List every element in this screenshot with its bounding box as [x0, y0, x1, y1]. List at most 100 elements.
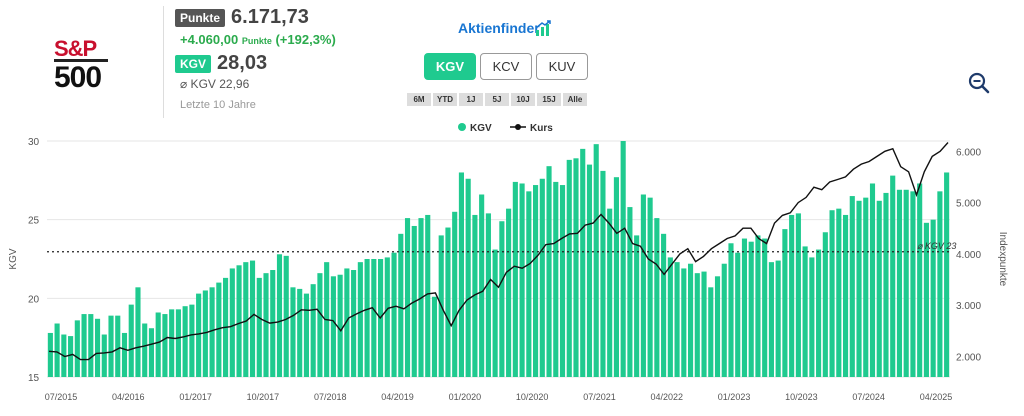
kgv-bar — [802, 246, 808, 377]
kgv-bar — [485, 213, 491, 377]
kgv-bar — [714, 276, 721, 377]
legend-kgv-label: KGV — [470, 123, 492, 134]
kgv-bar — [863, 197, 869, 377]
kgv-bar — [236, 265, 242, 377]
range-alle[interactable]: Alle — [563, 93, 587, 106]
kgv-bar — [667, 257, 673, 377]
kgv-bar — [263, 273, 269, 377]
kgv-bar — [613, 177, 619, 377]
x-tick-label: 07/2018 — [314, 392, 347, 402]
kgv-bar — [634, 235, 640, 377]
kgv-bar — [283, 255, 289, 377]
kgv-bar — [162, 314, 168, 377]
x-tick-label: 07/2015 — [45, 392, 78, 402]
price-info: Punkte 6.171,73 — [175, 6, 309, 29]
kgv-bar — [701, 271, 707, 377]
kgv-bar — [607, 208, 613, 377]
y-tick-left: 20 — [28, 294, 40, 305]
kgv-bar — [391, 252, 397, 377]
kgv-bar — [452, 211, 458, 377]
kgv-bar — [492, 249, 498, 377]
logo-divider — [54, 59, 108, 62]
kgv-bar — [54, 323, 60, 377]
kgv-bar — [728, 243, 734, 377]
kgv-bar — [135, 287, 141, 377]
kgv-bar — [330, 276, 336, 377]
kgv-bar — [216, 282, 222, 377]
legend-kgv-marker — [458, 123, 466, 131]
kgv-bar — [775, 260, 781, 377]
kgv-bar — [202, 290, 208, 377]
kgv-bar — [256, 277, 262, 377]
kgv-bar — [94, 318, 101, 377]
y-tick-right: 2.000 — [956, 352, 981, 363]
kgv-bar — [937, 191, 943, 377]
kgv-bar — [249, 260, 256, 377]
kgv-bar — [351, 270, 357, 377]
x-tick-label: 04/2025 — [920, 392, 953, 402]
kgv-bar — [189, 304, 195, 377]
kgv-bar — [586, 164, 593, 377]
kgv-bar — [822, 232, 828, 377]
kgv-bar — [640, 194, 646, 377]
kgv-bar — [694, 273, 700, 377]
kgv-bar — [209, 287, 215, 377]
kgv-bar — [566, 159, 572, 377]
kgv-bar — [229, 268, 235, 377]
range-5j[interactable]: 5J — [485, 93, 509, 106]
kgv-bar — [357, 262, 363, 377]
kgv-bar — [344, 268, 350, 377]
x-tick-label: 01/2017 — [179, 392, 212, 402]
kgv-bar — [155, 312, 161, 377]
kgv-bar — [371, 259, 377, 377]
kgv-bar — [856, 200, 862, 377]
kgv-bar — [721, 263, 727, 377]
range-10j[interactable]: 10J — [511, 93, 535, 106]
x-tick-label: 07/2021 — [583, 392, 616, 402]
change-unit: Punkte — [241, 36, 272, 46]
kgv-bar — [398, 233, 404, 377]
tab-kuv[interactable]: KUV — [536, 53, 588, 80]
kgv-bar — [297, 288, 303, 377]
header-divider — [163, 6, 164, 118]
avg-kgv-text: ⌀ KGV 22,96 — [180, 77, 250, 91]
kgv-bar — [317, 273, 323, 377]
kgv-bar — [88, 314, 94, 377]
range-ytd[interactable]: YTD — [433, 93, 457, 106]
kgv-bar — [748, 241, 754, 377]
kgv-bar — [681, 268, 687, 377]
brand-name[interactable]: Aktienfinder — [458, 20, 540, 36]
x-tick-label: 10/2020 — [516, 392, 549, 402]
kgv-bar — [809, 257, 815, 377]
y-tick-right: 4.000 — [956, 250, 981, 261]
zoom-out-icon[interactable] — [968, 72, 990, 94]
y-axis-label-left: KGV — [8, 248, 19, 269]
change-abs: +4.060,00 — [180, 32, 239, 47]
kgv-bar — [627, 207, 633, 377]
range-1j[interactable]: 1J — [459, 93, 483, 106]
kgv-bar — [512, 181, 518, 377]
kgv-tag: KGV — [175, 54, 212, 73]
kgv-bar — [917, 183, 923, 377]
kgv-bar — [290, 287, 296, 377]
x-tick-label: 01/2020 — [449, 392, 482, 402]
tab-kcv[interactable]: KCV — [480, 53, 532, 80]
range-6m[interactable]: 6M — [407, 93, 431, 106]
kgv-bar — [580, 148, 586, 377]
ratio-tabs: KGV KCV KUV — [424, 53, 588, 80]
kgv-bar — [559, 185, 566, 377]
kgv-bar — [128, 304, 134, 377]
kgv-bar — [108, 315, 114, 377]
kgv-bar — [148, 328, 155, 377]
tab-kgv[interactable]: KGV — [424, 53, 476, 80]
kgv-bar — [546, 166, 552, 377]
kgv-bar — [74, 320, 80, 377]
kgv-bar — [620, 141, 626, 377]
kgv-bar — [479, 194, 485, 377]
kgv-bar — [661, 233, 667, 377]
x-tick-label: 04/2022 — [650, 392, 683, 402]
range-15j[interactable]: 15J — [537, 93, 561, 106]
logo-text-500: 500 — [54, 61, 102, 94]
kgv-bar — [425, 214, 431, 377]
kgv-bar — [276, 254, 283, 377]
